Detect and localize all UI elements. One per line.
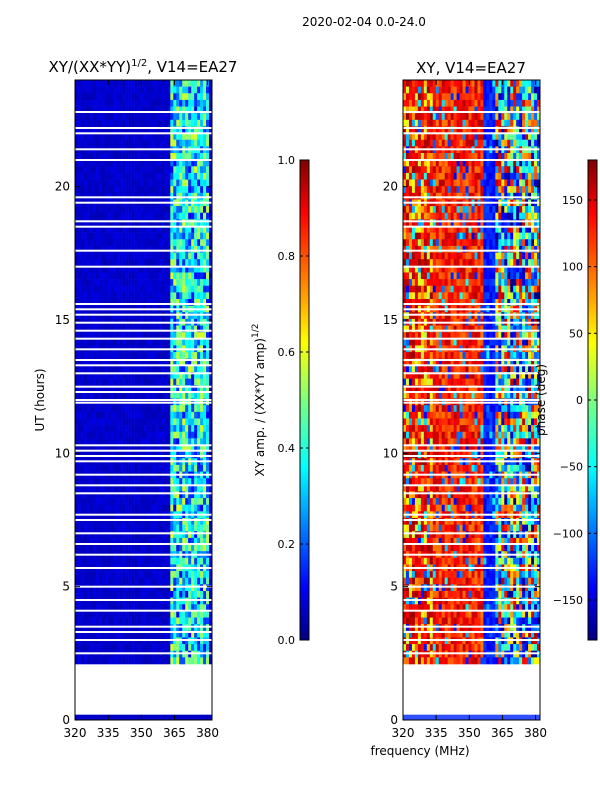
- svg-text:0: 0: [62, 713, 70, 727]
- svg-text:20: 20: [55, 180, 70, 194]
- svg-text:365: 365: [163, 726, 186, 740]
- right-x-ticks: 320 335 350 365 380: [392, 80, 547, 740]
- figure-xlabel: frequency (MHz): [370, 744, 469, 758]
- svg-text:0.4: 0.4: [278, 442, 296, 455]
- left-colorbar-ticks: 0.0 0.2 0.4 0.6 0.8 1.0: [278, 154, 309, 647]
- svg-text:1.0: 1.0: [278, 154, 296, 167]
- left-colorbar: 0.0 0.2 0.4 0.6 0.8 1.0 XY amp. / (XX*YY amp)…: [251, 154, 310, 647]
- left-colorbar-label: XY amp. / (XX*YY amp)1/2: [251, 324, 267, 477]
- right-axes-frame: [402, 79, 541, 721]
- left-y-ticks: 0 5 10 15 20: [55, 180, 212, 727]
- left-panel-title: XY/(XX*YY)1/2, V14=EA27: [49, 58, 238, 76]
- svg-text:5: 5: [62, 580, 70, 594]
- svg-text:10: 10: [55, 446, 70, 460]
- svg-text:0.6: 0.6: [278, 346, 296, 359]
- svg-text:320: 320: [64, 726, 87, 740]
- left-heatmap: [75, 80, 212, 720]
- svg-text:380: 380: [196, 726, 219, 740]
- svg-text:0.0: 0.0: [278, 634, 296, 647]
- svg-text:15: 15: [55, 313, 70, 327]
- figure-suptitle: 2020-02-04 0.0-24.0: [302, 15, 426, 29]
- svg-text:0.8: 0.8: [278, 250, 296, 263]
- left-axes-frame: [74, 79, 213, 721]
- right-panel-title: XY, V14=EA27: [416, 59, 526, 77]
- svg-text:0.2: 0.2: [278, 538, 296, 551]
- left-colorbar-gradient: [299, 159, 310, 641]
- left-ylabel: UT (hours): [33, 368, 47, 431]
- right-heatmap: [403, 80, 540, 720]
- left-panel: XY/(XX*YY)1/2, V14=EA27 320 335 350 365 380 …: [33, 58, 237, 740]
- svg-text:335: 335: [97, 726, 120, 740]
- right-colorbar-label: phase (deg): [534, 364, 548, 436]
- left-x-ticks: 320 335 350 365 380: [64, 80, 219, 740]
- svg-text:350: 350: [130, 726, 153, 740]
